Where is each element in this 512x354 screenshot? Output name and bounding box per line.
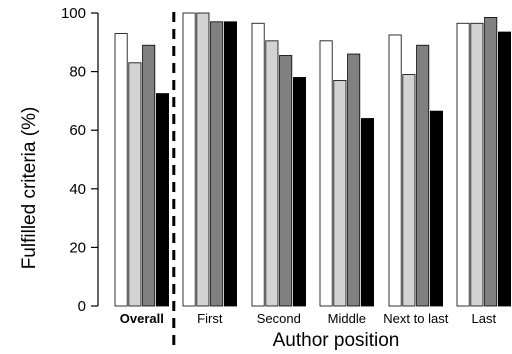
- bar: [223, 21, 237, 307]
- y-tick-label: 40: [69, 181, 86, 198]
- bar: [470, 22, 484, 307]
- bar: [196, 12, 210, 307]
- bar: [210, 21, 224, 307]
- bar: [333, 79, 347, 307]
- bar: [128, 62, 142, 307]
- bar: [292, 77, 306, 307]
- bars: [114, 12, 511, 307]
- bar: [347, 53, 361, 307]
- y-axis-title: Fulfilled criteria (%): [19, 107, 40, 270]
- bar: [319, 40, 333, 307]
- bar: [360, 118, 374, 307]
- bar: [388, 34, 402, 307]
- bar: [484, 16, 498, 307]
- bar: [114, 33, 128, 307]
- category-labels: Overall First Second Middle Next to last Last: [120, 311, 497, 326]
- bar: [251, 22, 265, 307]
- bar: [416, 44, 430, 307]
- bar: [182, 12, 196, 307]
- x-axis-title: Author position: [273, 330, 400, 351]
- bar: [497, 31, 511, 307]
- y-axis: 0 20 40 60 80 100: [61, 5, 99, 315]
- y-tick-label: 80: [69, 64, 86, 81]
- y-tick-label: 100: [61, 5, 86, 22]
- bar: [142, 44, 156, 307]
- category-label: Overall: [120, 311, 164, 326]
- category-label: Last: [472, 311, 497, 326]
- category-label: Middle: [328, 311, 366, 326]
- category-label: Next to last: [383, 311, 448, 326]
- bar: [456, 22, 470, 307]
- category-label: Second: [257, 311, 301, 326]
- bar: [279, 55, 293, 307]
- bar: [402, 74, 416, 307]
- bar: [265, 40, 279, 307]
- category-label: First: [197, 311, 223, 326]
- y-tick-label: 0: [78, 298, 86, 315]
- bar: [155, 93, 169, 307]
- bar: [429, 110, 443, 307]
- y-tick-label: 20: [69, 239, 86, 256]
- y-tick-label: 60: [69, 122, 86, 139]
